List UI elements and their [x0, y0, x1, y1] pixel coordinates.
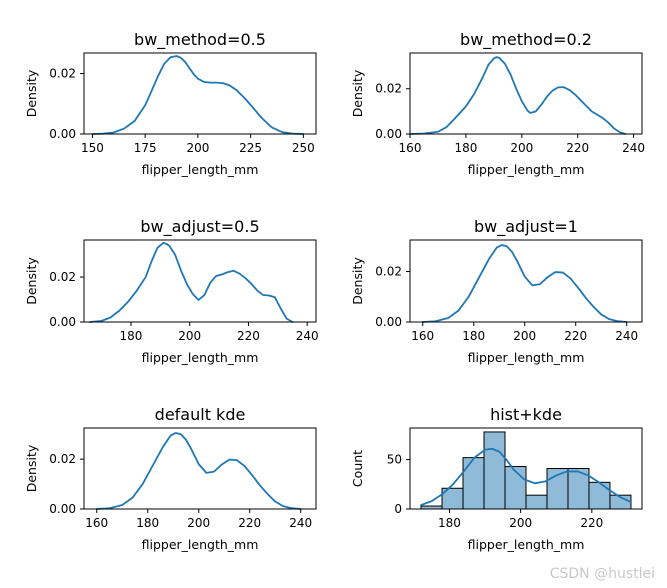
y-axis-label: Density [24, 444, 39, 492]
y-axis-label: Density [350, 69, 365, 117]
y-axis-label: Density [350, 257, 365, 305]
axes-frame [409, 427, 643, 510]
x-axis-label: flipper_length_mm [468, 537, 585, 552]
x-tick-label: 240 [615, 329, 638, 343]
hist-bar-2 [462, 457, 485, 510]
x-tick-label: 200 [510, 141, 533, 155]
x-tick-label: 160 [411, 329, 434, 343]
axes-frame [83, 427, 317, 510]
subplot-bw-method-0-5: 150 175 200 225 250 0.00 0.02 bw_method=0.5flip… [24, 30, 317, 177]
y-tick-label: 0.00 [49, 315, 76, 329]
kde-curve-kde [95, 432, 302, 510]
x-tick-label: 250 [292, 141, 315, 155]
x-tick-label: 180 [438, 516, 461, 530]
y-axis-label: Count [350, 450, 365, 487]
subplot-bw-method-0-2: 160 180 200 220 240 0.00 0.02 bw_method=0.2flip… [350, 30, 645, 177]
x-axis-label: flipper_length_mm [468, 162, 585, 177]
x-tick-label: 200 [178, 329, 201, 343]
x-tick-label: 240 [289, 516, 312, 530]
axes-frame [83, 239, 317, 323]
hist-bar-8 [588, 481, 611, 510]
subplot-title: bw_adjust=1 [474, 217, 578, 237]
x-tick-label: 200 [186, 141, 209, 155]
subplot-title: bw_adjust=0.5 [140, 217, 259, 237]
subplot-bw-adjust-1: 160 180 200 220 240 0.00 0.02 bw_adjust=1flippe… [350, 217, 643, 365]
x-tick-label: 180 [136, 516, 159, 530]
x-axis-label: flipper_length_mm [142, 537, 259, 552]
x-tick-label: 240 [622, 141, 645, 155]
y-tick-label: 50 [387, 453, 402, 467]
x-tick-label: 220 [238, 516, 261, 530]
y-tick-label: 0.00 [375, 127, 402, 141]
watermark: CSDN @hustlei [549, 566, 655, 582]
x-tick-label: 175 [134, 141, 157, 155]
x-tick-label: 220 [580, 516, 603, 530]
kde-curve-kde [91, 55, 305, 135]
axes-frame [409, 239, 643, 323]
y-axis-label: Density [24, 69, 39, 117]
kde-curve-kde [409, 56, 627, 135]
subplot-title: hist+kde [490, 405, 562, 424]
x-tick-label: 150 [81, 141, 104, 155]
x-tick-label: 180 [120, 329, 143, 343]
x-tick-label: 200 [509, 516, 532, 530]
x-axis-label: flipper_length_mm [468, 350, 585, 365]
x-tick-label: 220 [237, 329, 260, 343]
kde-curve-kde [421, 244, 628, 323]
y-tick-label: 0.02 [49, 270, 76, 284]
x-axis-label: flipper_length_mm [142, 350, 259, 365]
x-tick-label: 200 [187, 516, 210, 530]
y-tick-label: 0.02 [49, 452, 76, 466]
subplot-title: default kde [155, 405, 246, 424]
x-tick-label: 220 [566, 141, 589, 155]
y-tick-label: 0.02 [49, 67, 76, 81]
y-tick-label: 0.02 [375, 82, 402, 96]
y-tick-label: 0.00 [49, 502, 76, 516]
subplot-hist-kde: 180 200 220 0 50 hist+kde flipper_length_mm Cou… [350, 405, 643, 552]
subplot-bw-adjust-0-5: 180 200 220 240 0.00 0.02 bw_adjust=0.5flipper… [24, 217, 319, 365]
y-axis-label: Density [24, 257, 39, 305]
y-tick-label: 0 [394, 502, 402, 516]
subplot-default-kde: 160 180 200 220 240 0.00 0.02 default kde flippe… [24, 405, 317, 552]
x-tick-label: 200 [513, 329, 536, 343]
y-tick-label: 0.02 [375, 265, 402, 279]
x-axis-label: flipper_length_mm [142, 162, 259, 177]
subplot-title: bw_method=0.5 [134, 30, 266, 50]
x-tick-label: 240 [296, 329, 319, 343]
x-tick-label: 160 [85, 516, 108, 530]
x-tick-label: 220 [564, 329, 587, 343]
axes-frame [83, 52, 317, 135]
x-tick-label: 180 [462, 329, 485, 343]
y-tick-label: 0.00 [49, 127, 76, 141]
axes-frame [409, 52, 643, 135]
hist-bar-5 [525, 494, 548, 510]
subplot-title: bw_method=0.2 [460, 30, 592, 50]
y-tick-label: 0.00 [375, 315, 402, 329]
kde-curve-kde [420, 447, 632, 506]
x-tick-label: 180 [454, 141, 477, 155]
hist-bar-3 [483, 431, 506, 510]
kde-curve-kde [88, 242, 294, 323]
hist-bar-4 [504, 466, 527, 510]
x-tick-label: 225 [239, 141, 262, 155]
x-tick-label: 160 [399, 141, 422, 155]
